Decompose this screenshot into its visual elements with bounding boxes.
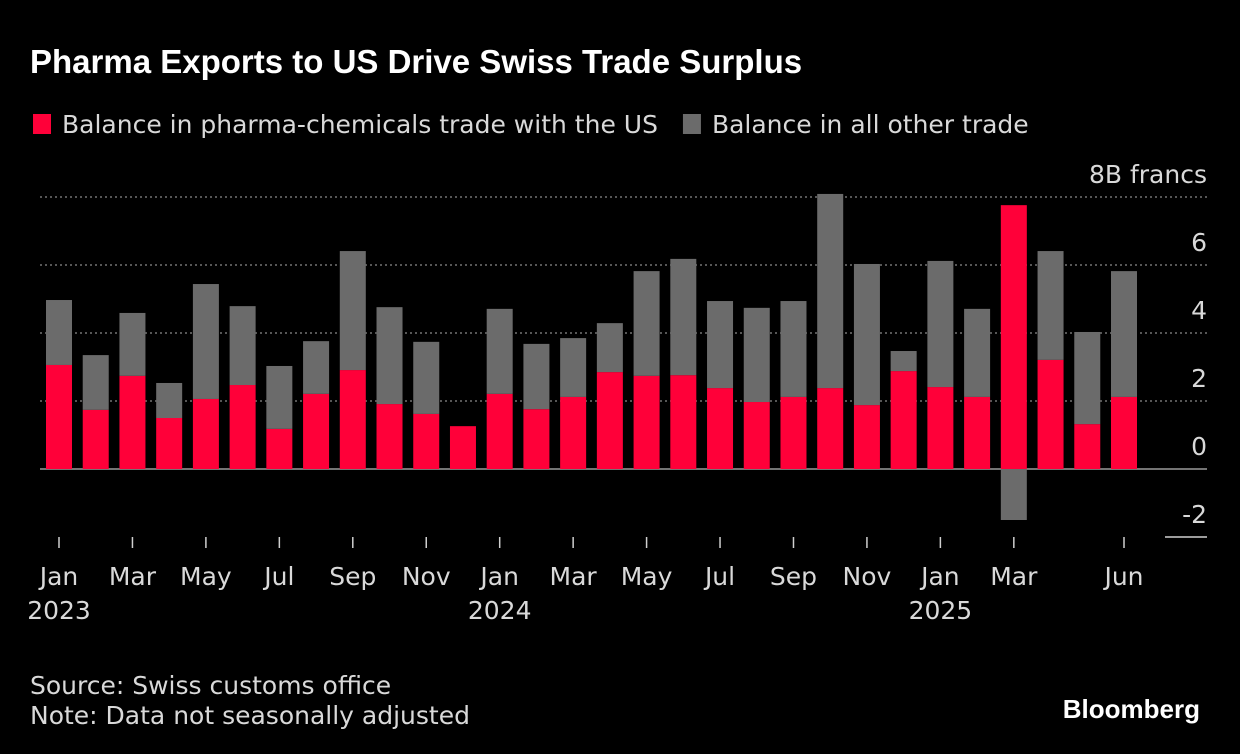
bar xyxy=(1000,205,1027,469)
bar xyxy=(156,382,183,418)
source: Source: Swiss customs office xyxy=(30,671,391,700)
bar xyxy=(339,251,366,371)
bar xyxy=(1111,396,1137,469)
y-tick-label: 0 xyxy=(1191,432,1207,461)
bar xyxy=(596,372,623,469)
bar xyxy=(890,351,917,372)
x-tick-label: Jun xyxy=(1102,562,1143,591)
bar xyxy=(560,396,587,469)
x-tick-label: Jan xyxy=(478,562,519,591)
bar xyxy=(853,263,880,406)
bar xyxy=(192,398,219,469)
bar xyxy=(339,370,366,469)
bar xyxy=(707,388,734,469)
bar xyxy=(743,307,770,403)
bar xyxy=(596,323,623,373)
bar xyxy=(523,343,550,410)
x-year-label: 2024 xyxy=(468,596,532,625)
bar xyxy=(82,409,109,469)
x-tick-label: Mar xyxy=(990,562,1038,591)
x-tick-label: May xyxy=(180,562,232,591)
bar xyxy=(1111,271,1137,397)
bar xyxy=(449,426,476,469)
bar xyxy=(376,404,403,469)
bar xyxy=(1074,331,1101,425)
bar xyxy=(486,308,513,394)
bar xyxy=(964,308,991,397)
bar xyxy=(817,388,844,469)
bar xyxy=(633,271,660,376)
bar xyxy=(817,193,844,389)
x-tick-label: Sep xyxy=(770,562,817,591)
bar xyxy=(376,307,403,405)
x-tick-label: Nov xyxy=(402,562,451,591)
bar xyxy=(46,364,72,469)
bar xyxy=(927,260,954,388)
x-tick-label: Jan xyxy=(919,562,960,591)
bar xyxy=(890,371,917,469)
bar xyxy=(853,405,880,469)
bar xyxy=(229,385,256,469)
x-tick-label: May xyxy=(621,562,673,591)
x-tick-label: Jul xyxy=(703,562,735,591)
bar xyxy=(1037,251,1064,360)
bar xyxy=(119,375,146,469)
bar xyxy=(486,393,513,469)
bar xyxy=(413,413,440,469)
x-tick-label: Mar xyxy=(550,562,598,591)
bar xyxy=(964,396,991,469)
bar xyxy=(743,402,770,469)
bar xyxy=(523,409,550,469)
bar xyxy=(119,312,146,376)
bar xyxy=(927,387,954,469)
y-tick-label: 2 xyxy=(1191,364,1207,393)
legend-swatch xyxy=(682,114,701,134)
bar xyxy=(266,428,293,469)
bar xyxy=(560,338,587,397)
x-tick-label: Jan xyxy=(38,562,79,591)
bar xyxy=(1037,359,1064,469)
bar xyxy=(707,301,734,389)
x-tick-label: Nov xyxy=(843,562,892,591)
y-tick-label: 8B francs xyxy=(1089,160,1207,189)
bar xyxy=(266,365,293,429)
x-tick-label: Mar xyxy=(109,562,157,591)
legend-label: Balance in all other trade xyxy=(712,110,1029,139)
bar xyxy=(192,284,219,399)
legend-swatch xyxy=(33,114,51,134)
y-tick-label: 6 xyxy=(1191,228,1207,257)
bar xyxy=(670,375,697,469)
x-tick-label: Jul xyxy=(262,562,294,591)
x-tick-label: Sep xyxy=(329,562,376,591)
bar xyxy=(780,396,807,469)
bar xyxy=(413,341,440,414)
bar xyxy=(303,341,330,394)
bar xyxy=(82,355,109,410)
bar xyxy=(303,393,330,469)
brand: Bloomberg xyxy=(1063,694,1200,724)
bar xyxy=(46,300,72,365)
bar xyxy=(670,258,697,376)
chart-title: Pharma Exports to US Drive Swiss Trade S… xyxy=(30,43,802,80)
legend-label: Balance in pharma-chemicals trade with t… xyxy=(62,110,658,139)
bar xyxy=(1074,424,1101,469)
bar xyxy=(780,301,807,397)
y-tick-label: 4 xyxy=(1191,296,1207,325)
x-year-label: 2023 xyxy=(27,596,91,625)
bar xyxy=(156,418,183,469)
x-year-label: 2025 xyxy=(909,596,973,625)
y-tick-label: -2 xyxy=(1182,500,1207,529)
bar xyxy=(633,375,660,469)
bar xyxy=(229,306,256,386)
bar xyxy=(1000,469,1027,520)
note: Note: Data not seasonally adjusted xyxy=(30,701,470,730)
